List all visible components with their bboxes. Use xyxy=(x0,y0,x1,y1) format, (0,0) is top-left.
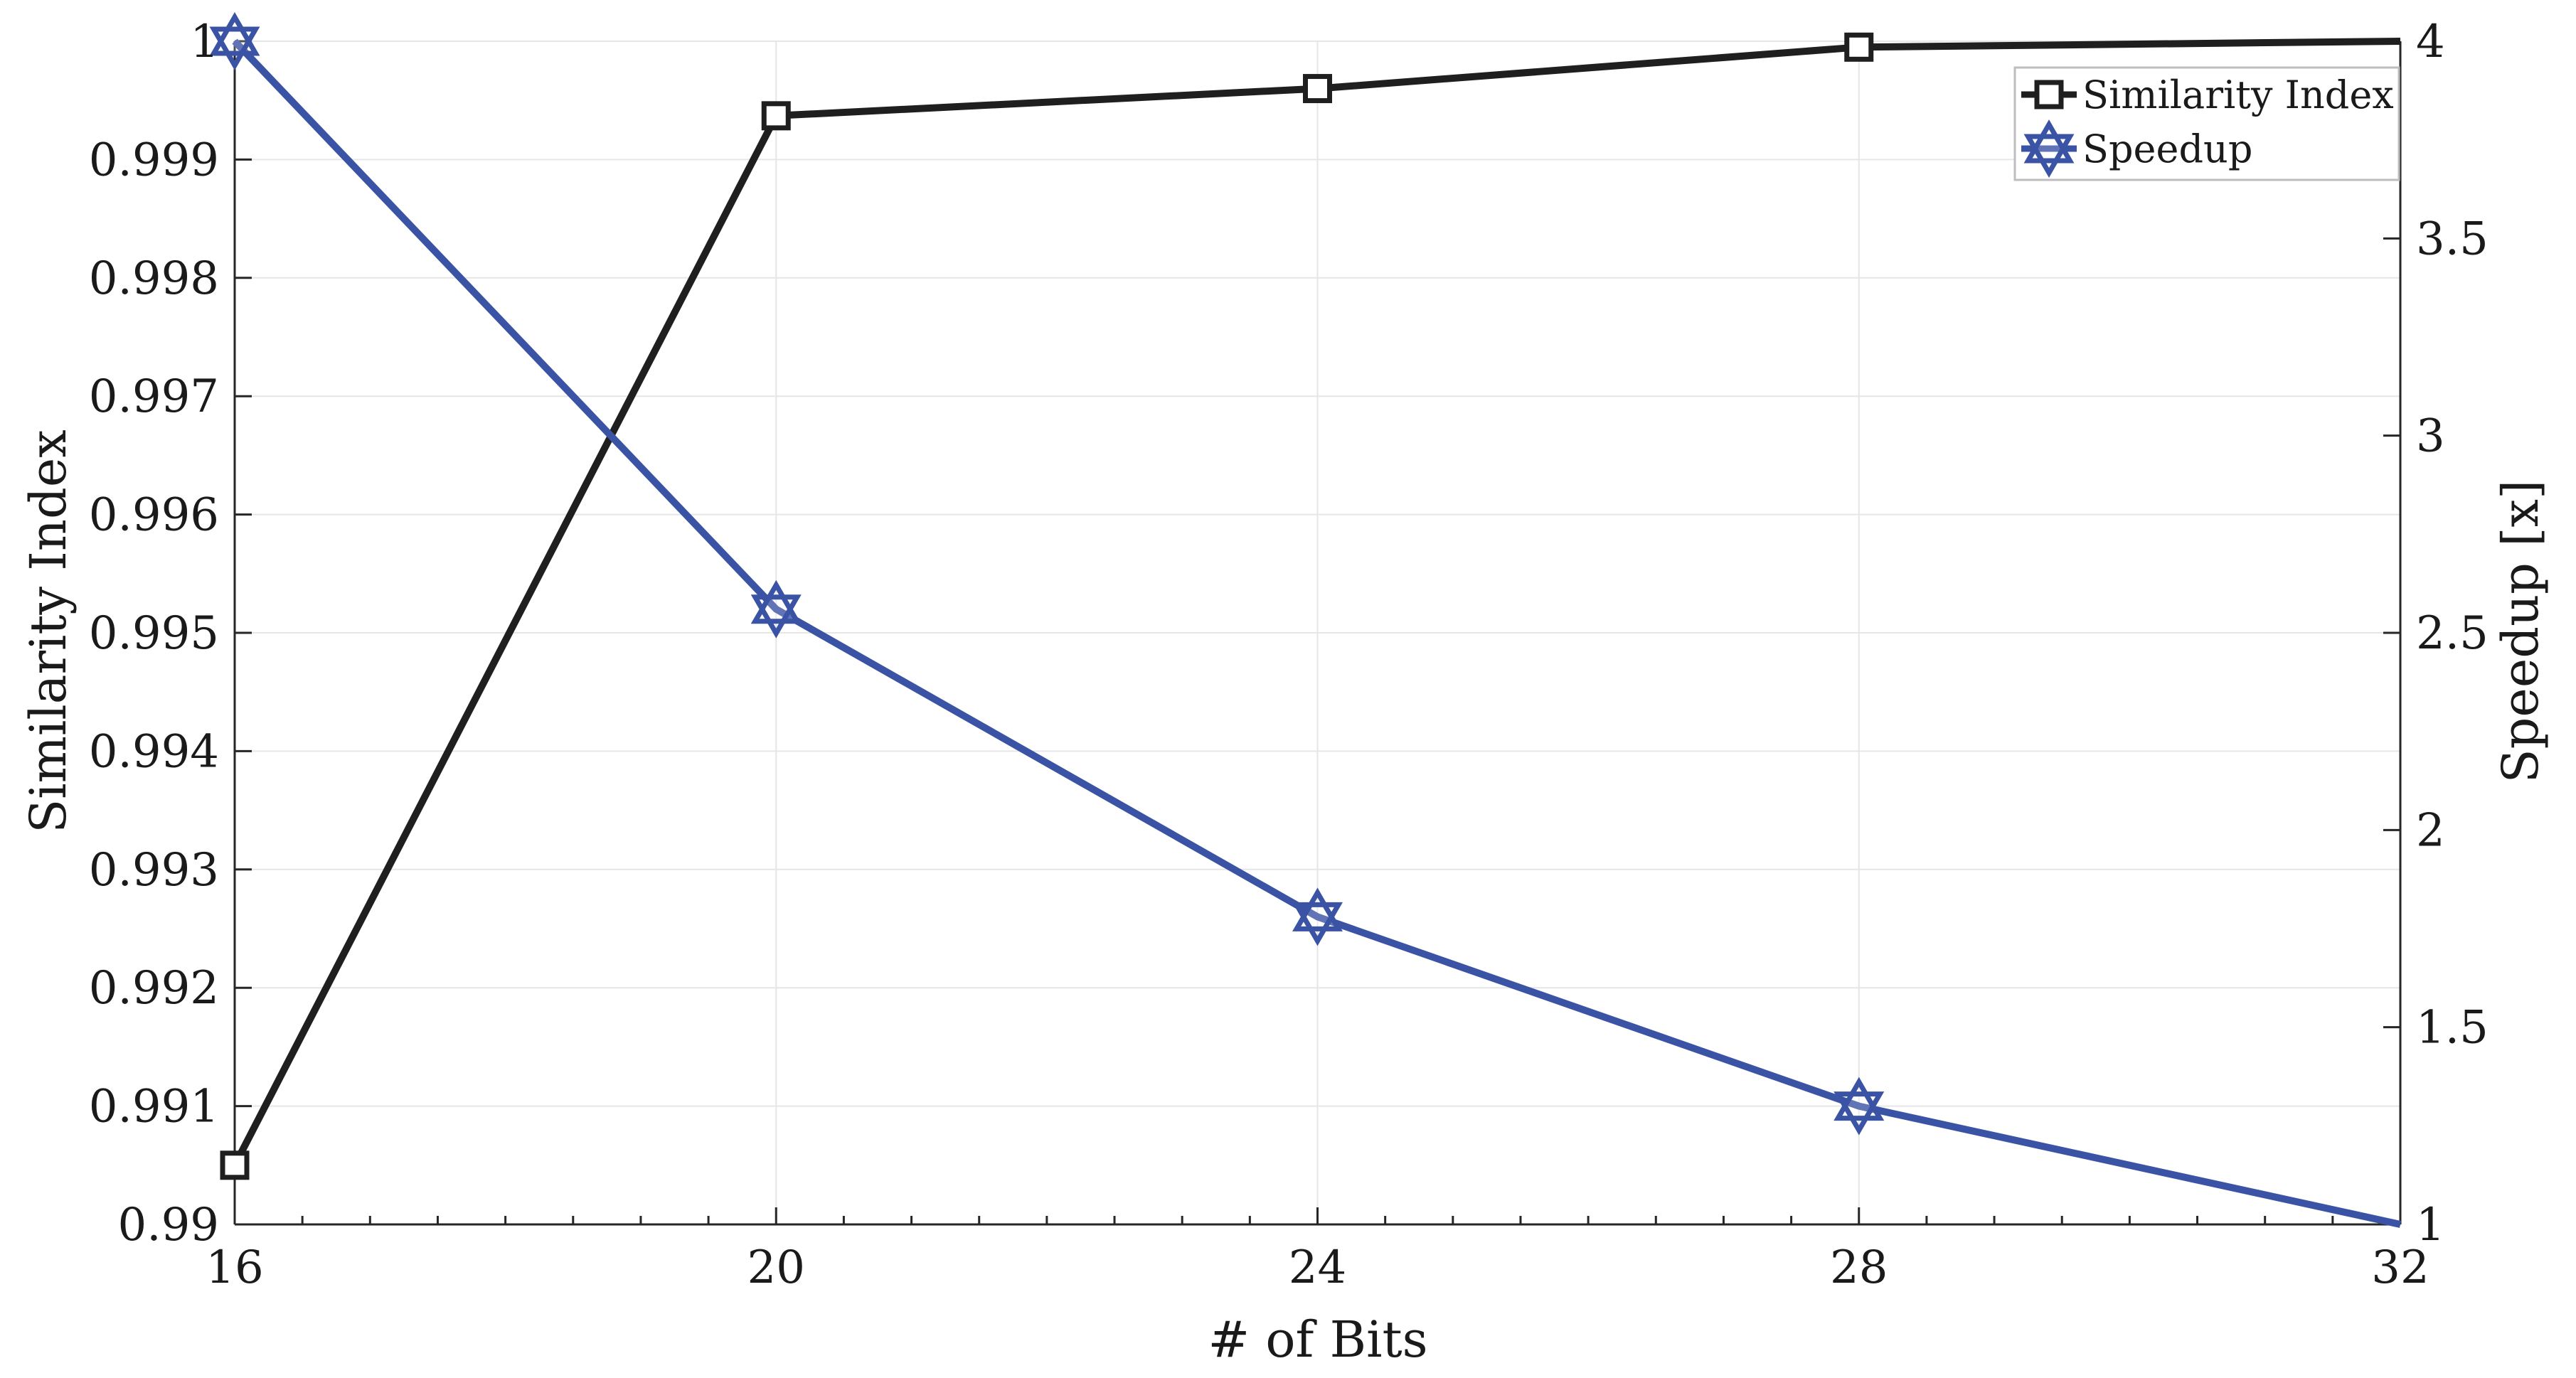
y-tick-label: 0.991 xyxy=(89,1081,219,1133)
x-tick-label: 20 xyxy=(747,1241,805,1294)
data-point-hexagram xyxy=(750,594,802,639)
x-tick-label: 24 xyxy=(1289,1241,1346,1294)
data-point-hexagram xyxy=(1292,902,1343,946)
data-point-square xyxy=(1844,32,1874,62)
y2-tick-label: 2.5 xyxy=(2416,607,2489,660)
y-tick-label: 0.994 xyxy=(89,725,219,778)
grid-lines xyxy=(234,41,2401,1225)
y2-tick-label: 1.5 xyxy=(2416,1002,2489,1054)
y-tick-label: 0.997 xyxy=(89,370,219,423)
axes xyxy=(233,40,2402,1226)
y2-tick-label: 4 xyxy=(2416,16,2445,68)
y-tick-label: 0.99 xyxy=(118,1199,220,1251)
legend-box xyxy=(2013,66,2400,181)
legend-label-speedup: Speedup xyxy=(2082,127,2252,171)
data-point-square xyxy=(761,101,791,131)
y-tick-label: 0.998 xyxy=(89,252,219,305)
y-axis-title: Similarity Index xyxy=(19,429,78,833)
legend-label-similarity-index: Similarity Index xyxy=(2082,73,2394,117)
x-tick-label: 32 xyxy=(2371,1241,2429,1294)
data-point-square xyxy=(220,1150,250,1180)
y-tick-label: 0.993 xyxy=(89,844,219,897)
series-speedup xyxy=(209,11,2402,1228)
y2-axis-title: Speedup [x] xyxy=(2491,480,2550,784)
legend-entry-similarity-index: Similarity Index xyxy=(2021,73,2394,117)
y-tick-label: 1 xyxy=(190,16,219,68)
x-tick-label: 16 xyxy=(206,1241,263,1294)
x-axis-title: # of Bits xyxy=(1208,1310,1427,1369)
y-tick-label: 0.992 xyxy=(89,962,219,1015)
series-layer xyxy=(209,11,2402,1228)
tick-labels: 16 20 24 28 320.990.9910.9920.9930.9940.9950… xyxy=(89,16,2489,1294)
data-point-square xyxy=(2034,80,2064,110)
series-line xyxy=(232,38,2402,1228)
y-tick-label: 0.995 xyxy=(89,607,219,660)
legend: Similarity Index Speedup xyxy=(2013,66,2400,181)
y2-tick-label: 3.5 xyxy=(2416,213,2489,265)
data-point-hexagram xyxy=(1833,1091,1885,1136)
y2-tick-label: 2 xyxy=(2416,804,2445,857)
data-point-hexagram xyxy=(209,26,260,71)
y2-tick-label: 1 xyxy=(2416,1199,2445,1251)
legend-entry-speedup: Speedup xyxy=(2021,119,2252,178)
y-tick-label: 0.999 xyxy=(89,134,219,186)
y2-tick-label: 3 xyxy=(2416,410,2445,463)
data-point-square xyxy=(1303,74,1332,104)
x-tick-label: 28 xyxy=(1830,1241,1888,1294)
data-point-hexagram xyxy=(2023,134,2075,178)
series-similarity-index xyxy=(220,32,2401,1180)
y-tick-label: 0.996 xyxy=(89,489,219,542)
